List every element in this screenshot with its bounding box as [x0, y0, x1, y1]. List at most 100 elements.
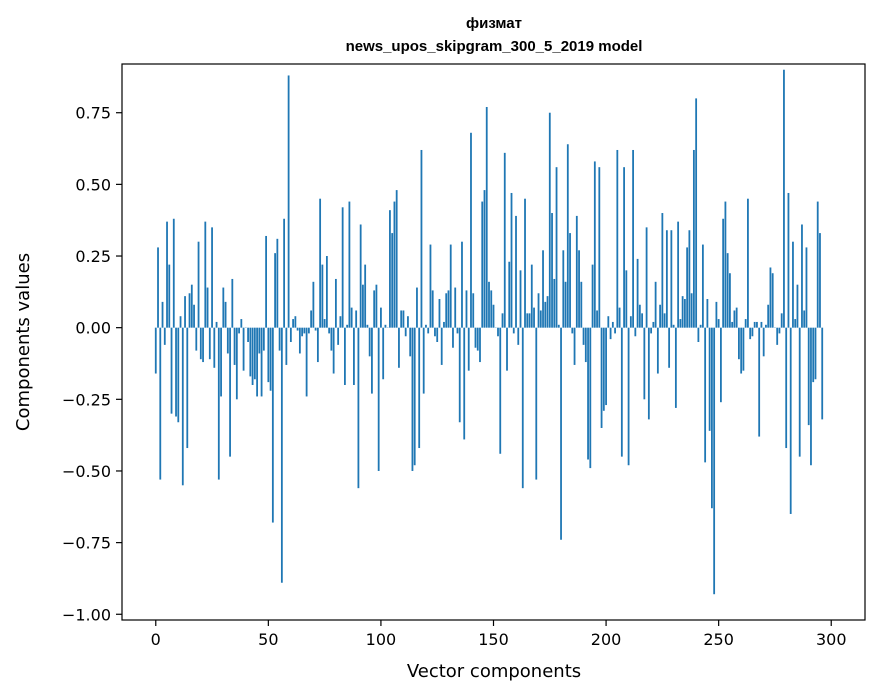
- bar: [756, 321, 758, 328]
- bar: [339, 316, 342, 328]
- bar: [366, 324, 369, 328]
- bar: [692, 149, 695, 328]
- chart-subtitle: news_upos_skipgram_300_5_2019 model: [346, 38, 643, 55]
- bar: [753, 321, 756, 328]
- bar: [771, 273, 774, 328]
- y-tick-label: −1.00: [62, 605, 111, 624]
- bar: [443, 321, 445, 328]
- bar: [497, 327, 499, 337]
- bar: [690, 293, 693, 328]
- bar: [816, 201, 819, 328]
- bar: [260, 327, 263, 397]
- bar: [810, 327, 812, 466]
- x-tick-label: 200: [591, 630, 622, 649]
- bar: [181, 327, 184, 486]
- bar: [533, 307, 535, 328]
- bar: [461, 241, 463, 328]
- bar: [353, 327, 355, 385]
- bar: [499, 327, 502, 454]
- bar: [217, 327, 220, 480]
- bar: [429, 244, 432, 328]
- bar: [681, 296, 684, 328]
- bar: [325, 256, 328, 328]
- bar: [571, 327, 574, 334]
- bar: [344, 327, 346, 385]
- bar: [368, 327, 371, 357]
- bar: [384, 324, 387, 328]
- bar: [629, 316, 632, 328]
- bar: [280, 327, 283, 583]
- bar: [501, 313, 504, 328]
- bar: [740, 327, 743, 374]
- bar: [686, 247, 689, 328]
- bar: [760, 321, 763, 328]
- bar: [627, 327, 630, 466]
- bar: [195, 327, 198, 351]
- bar: [251, 327, 254, 385]
- bar: [729, 273, 731, 328]
- bar: [341, 207, 344, 328]
- bar: [224, 301, 227, 328]
- bar: [492, 304, 495, 328]
- bar: [758, 327, 761, 437]
- bar: [211, 227, 213, 328]
- bar: [271, 327, 274, 523]
- bar: [708, 327, 711, 431]
- bar: [598, 167, 601, 328]
- bar: [159, 327, 162, 480]
- bar: [625, 270, 628, 328]
- bar: [163, 327, 166, 345]
- bar: [724, 201, 727, 328]
- bar: [796, 284, 799, 328]
- bar: [418, 327, 421, 449]
- bar: [699, 324, 702, 328]
- bar: [307, 327, 310, 334]
- bar: [220, 327, 222, 397]
- bar: [659, 304, 662, 328]
- bar: [445, 293, 448, 328]
- bar: [407, 316, 409, 328]
- bar: [765, 324, 767, 328]
- bar: [535, 327, 538, 480]
- bar: [391, 233, 394, 328]
- bar: [521, 327, 524, 489]
- bar: [177, 327, 180, 423]
- bar: [819, 233, 821, 328]
- bar: [425, 324, 427, 328]
- bar: [490, 290, 493, 328]
- bar: [249, 327, 252, 377]
- bar: [235, 327, 238, 400]
- bar: [154, 327, 157, 374]
- bar: [199, 327, 202, 360]
- y-tick-label: 0.50: [75, 175, 111, 194]
- bar: [422, 327, 425, 394]
- bar: [573, 327, 576, 365]
- bar: [440, 327, 443, 365]
- bar: [645, 227, 648, 328]
- bar: [389, 210, 391, 328]
- bar: [184, 296, 186, 328]
- bar: [580, 281, 583, 328]
- bar: [458, 327, 461, 423]
- bar: [717, 319, 720, 328]
- bar: [276, 238, 279, 328]
- bar: [179, 316, 182, 328]
- bar: [229, 327, 231, 457]
- bar: [711, 327, 713, 509]
- bar: [348, 201, 351, 328]
- bar: [749, 327, 752, 340]
- bar: [479, 327, 481, 363]
- bar: [672, 324, 675, 328]
- bar: [587, 327, 589, 460]
- y-axis: −1.00 −0.75 −0.50 −0.25 0.00 0.25 0.50 0.75: [62, 104, 122, 624]
- bar: [483, 190, 486, 328]
- bar: [616, 149, 619, 328]
- bar: [238, 327, 240, 334]
- y-tick-label: 0.00: [75, 319, 111, 338]
- bar: [623, 167, 625, 328]
- bar: [524, 198, 526, 328]
- bar: [233, 327, 236, 365]
- y-tick-label: 0.25: [75, 247, 111, 266]
- bar: [733, 310, 736, 328]
- bar: [170, 327, 173, 414]
